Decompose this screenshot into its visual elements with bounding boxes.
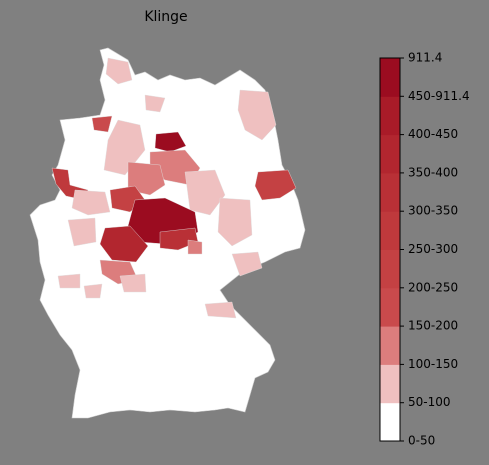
colorbar-label: 50-100 [408, 395, 451, 409]
colorbar: 0-50 50-100 100-150 150-200 200-250 250-300 30… [379, 51, 470, 448]
region [187, 239, 203, 255]
colorbar-label: 450-911.4 [408, 89, 470, 103]
region [105, 57, 133, 85]
colorbar-segment [380, 58, 400, 97]
colorbar-label: 0-50 [408, 434, 435, 448]
region [144, 94, 166, 113]
region [231, 251, 263, 277]
colorbar-label: 300-350 [408, 204, 458, 218]
region [154, 131, 187, 153]
colorbar-label: 400-450 [408, 127, 458, 141]
colorbar-label: 100-150 [408, 357, 458, 371]
germany-map [29, 47, 306, 419]
colorbar-label: 911.4 [408, 51, 442, 65]
region [91, 115, 113, 133]
colorbar-segment [380, 326, 400, 365]
region [237, 89, 277, 141]
colorbar-segment [380, 287, 400, 327]
region [119, 273, 147, 293]
region [127, 161, 166, 196]
colorbar-segment [380, 172, 400, 212]
region [67, 217, 97, 247]
region [99, 225, 149, 263]
region [83, 283, 103, 299]
region [254, 169, 297, 201]
colorbar-label: 200-250 [408, 280, 458, 294]
colorbar-segment [380, 211, 400, 250]
region [57, 273, 81, 289]
region [204, 301, 237, 319]
map-title: Klinge [144, 9, 187, 25]
colorbar-label: 350-400 [408, 165, 458, 179]
colorbar-label: 150-200 [408, 319, 458, 333]
region [71, 189, 111, 216]
colorbar-segment [380, 134, 400, 174]
colorbar-segment [380, 96, 400, 136]
colorbar-label: 250-300 [408, 242, 458, 256]
colorbar-segment [380, 364, 400, 404]
colorbar-segment [380, 249, 400, 289]
region [217, 197, 253, 247]
colorbar-segment [380, 402, 400, 442]
region [103, 119, 146, 176]
region [184, 169, 226, 216]
